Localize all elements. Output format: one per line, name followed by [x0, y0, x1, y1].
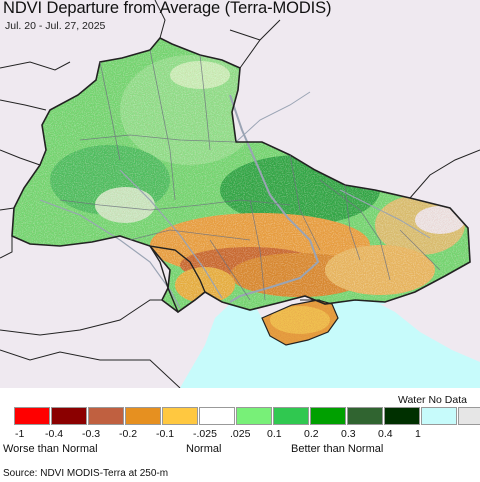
date-range: Jul. 20 - Jul. 27, 2025 — [5, 20, 106, 32]
ndvi-map — [0, 0, 480, 388]
legend-swatch — [347, 407, 383, 425]
legend-swatch — [236, 407, 272, 425]
donets-river — [339, 189, 431, 239]
legend-tick-label: 0.2 — [304, 428, 319, 440]
black-sea — [180, 300, 480, 388]
dniester-river — [39, 199, 181, 309]
water-no-data-label: Water No Data — [397, 394, 467, 406]
crimea-border — [261, 299, 339, 346]
legend-tick-label: -1 — [15, 428, 25, 440]
legend-swatch — [199, 407, 235, 425]
ukraine-border — [11, 37, 471, 313]
legend-tick-label: -0.1 — [156, 428, 175, 440]
legend-ticks: -1 -0.4 -0.3 -0.2 -0.1 -.025 .025 0.1 0.2 0.3 0.4 1 — [0, 428, 480, 442]
southern-bug-river — [119, 169, 223, 299]
legend-tick-label: 0.4 — [378, 428, 393, 440]
legend-swatch — [273, 407, 309, 425]
legend-swatch — [421, 407, 457, 425]
legend-swatch — [14, 407, 50, 425]
legend-swatch — [125, 407, 161, 425]
map-title: NDVI Departure from Average (Terra-MODIS… — [3, 0, 332, 17]
legend-tick-label: 0.3 — [341, 428, 356, 440]
legend-tick-label: -0.2 — [119, 428, 138, 440]
legend-swatch — [458, 407, 480, 425]
legend-tick-label: 0.1 — [267, 428, 282, 440]
legend-swatch — [310, 407, 346, 425]
legend-tick-label: .025 — [230, 428, 251, 440]
desna-river — [235, 91, 311, 143]
legend: Water No Data -1 -0.4 -0.3 -0.2 -0.1 -.025 .02… — [0, 388, 480, 482]
legend-swatch — [88, 407, 124, 425]
legend-swatch — [162, 407, 198, 425]
legend-tick-label: -0.3 — [82, 428, 101, 440]
source-note: Source: NDVI MODIS-Terra at 250-m — [3, 468, 169, 479]
legend-tick-label: 1 — [415, 428, 421, 440]
category-worse: Worse than Normal — [3, 443, 98, 455]
neighbor-borders — [0, 0, 480, 388]
category-better: Better than Normal — [291, 443, 384, 455]
map-panel: NDVI Departure from Average (Terra-MODIS… — [0, 0, 480, 388]
legend-swatches — [14, 407, 480, 427]
oblast-boundaries — [59, 49, 441, 301]
legend-swatch — [51, 407, 87, 425]
legend-tick-label: -0.4 — [45, 428, 64, 440]
dnipro-river — [229, 94, 320, 303]
legend-categories: Worse than Normal Normal Better than Nor… — [0, 443, 480, 457]
legend-tick-label: -.025 — [193, 428, 217, 440]
category-normal: Normal — [186, 443, 222, 455]
moldova-border — [148, 245, 206, 314]
legend-swatch — [384, 407, 420, 425]
